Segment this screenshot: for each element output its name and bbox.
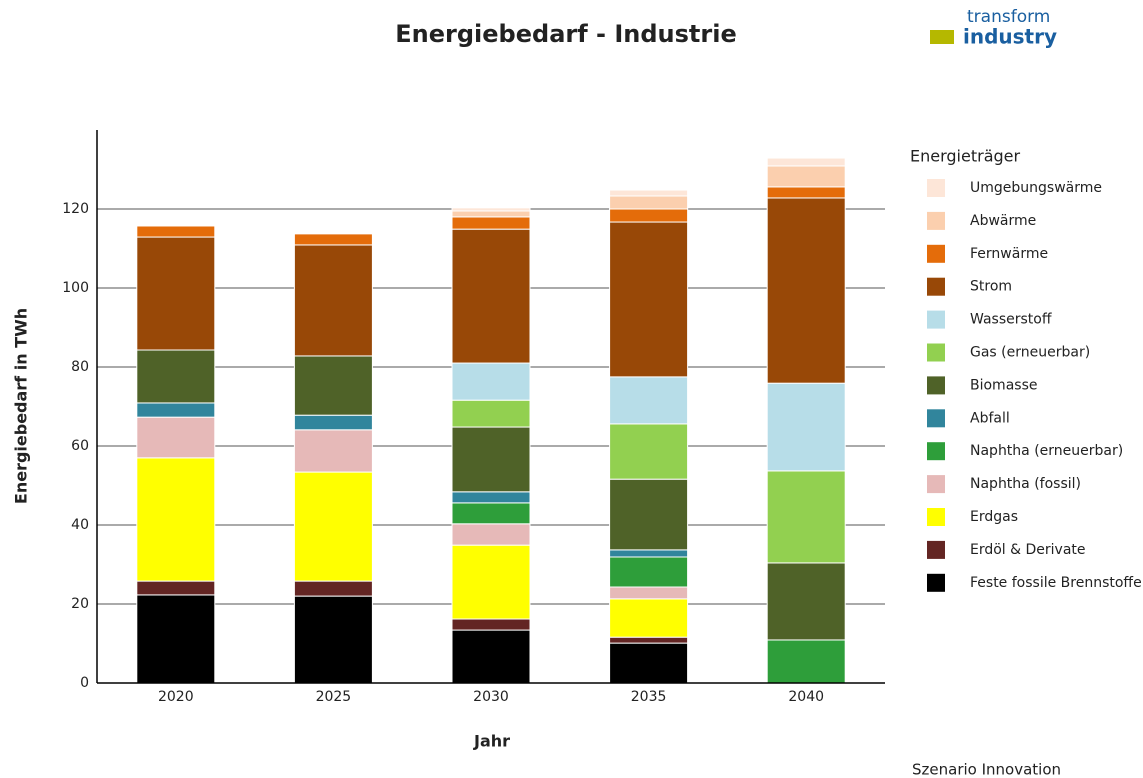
- y-tick-label: 80: [71, 359, 89, 375]
- bar-segment: [451, 362, 531, 401]
- legend-swatch: [927, 475, 945, 494]
- bar-segment: [766, 382, 846, 472]
- legend-label: Umgebungswärme: [970, 180, 1102, 196]
- bar-segment: [451, 629, 531, 684]
- legend-title: Energieträger: [910, 147, 1020, 166]
- y-tick-label: 20: [71, 596, 89, 612]
- bar-segment: [451, 216, 531, 230]
- bar-segment: [136, 594, 216, 684]
- bar-segment: [293, 471, 373, 582]
- legend-swatch: [927, 573, 945, 592]
- legend-label: Naphtha (erneuerbar): [970, 443, 1123, 459]
- bar-segment: [766, 165, 846, 188]
- x-tick-label: 2025: [316, 689, 352, 705]
- x-axis-title: Jahr: [473, 732, 510, 751]
- legend-swatch: [927, 244, 945, 263]
- legend-swatch: [927, 310, 945, 329]
- bar-segment: [293, 233, 373, 246]
- bar-segment: [136, 402, 216, 418]
- bar-segment: [766, 197, 846, 384]
- bar-segment: [766, 639, 846, 684]
- legend-swatch: [927, 211, 945, 230]
- y-tick-label: 40: [71, 517, 89, 533]
- bar-segment: [609, 208, 689, 223]
- legend-label: Erdöl & Derivate: [970, 542, 1086, 558]
- bar-segment: [451, 544, 531, 620]
- bar-segment: [293, 244, 373, 357]
- bar-segment: [293, 429, 373, 473]
- bar-segment: [609, 478, 689, 551]
- bar-segment: [451, 523, 531, 546]
- bar-segment: [609, 376, 689, 425]
- bar-segment: [136, 225, 216, 238]
- x-tick-label: 2020: [158, 689, 194, 705]
- logo-text: industry: [963, 25, 1057, 49]
- bar-segment: [293, 355, 373, 416]
- bar-segment: [451, 618, 531, 631]
- legend-swatch: [927, 277, 945, 296]
- legend-label: Abwärme: [970, 213, 1036, 229]
- bar-segment: [609, 586, 689, 600]
- bar-segment: [766, 157, 846, 167]
- bar-segment: [451, 399, 531, 428]
- legend-swatch: [927, 442, 945, 461]
- chart-title: Energiebedarf - Industrie: [395, 20, 736, 48]
- bar-segment: [451, 210, 531, 218]
- legend-label: Gas (erneuerbar): [970, 345, 1090, 361]
- legend-label: Abfall: [970, 410, 1010, 426]
- y-axis-title: Energiebedarf in TWh: [12, 308, 31, 504]
- bar-segment: [451, 426, 531, 493]
- bar-segment: [451, 207, 531, 212]
- y-tick-label: 100: [62, 280, 89, 296]
- legend-swatch: [927, 409, 945, 428]
- logo-icon: [930, 30, 954, 44]
- bar-segment: [136, 236, 216, 351]
- bar-segment: [451, 502, 531, 525]
- y-tick-label: 120: [62, 201, 89, 217]
- bar-segment: [609, 221, 689, 378]
- bar-segment: [451, 228, 531, 364]
- bar-segment: [609, 549, 689, 558]
- bar-segment: [766, 470, 846, 564]
- x-tick-label: 2035: [631, 689, 667, 705]
- bar-segment: [609, 598, 689, 638]
- bar-segment: [293, 580, 373, 597]
- bar-segment: [136, 416, 216, 459]
- legend-swatch: [927, 376, 945, 395]
- footnote: Szenario Innovation: [912, 761, 1061, 778]
- legend-swatch: [927, 508, 945, 526]
- logo-text: transform: [967, 7, 1050, 27]
- bar-segment: [293, 414, 373, 431]
- y-tick-label: 60: [71, 438, 89, 454]
- legend-label: Erdgas: [970, 509, 1018, 525]
- legend-swatch: [927, 540, 945, 559]
- bar-segment: [609, 636, 689, 644]
- bar-segment: [136, 580, 216, 596]
- legend-label: Naphtha (fossil): [970, 476, 1081, 492]
- legend-swatch: [927, 179, 945, 197]
- legend-swatch: [927, 343, 945, 362]
- bar-segment: [766, 186, 846, 199]
- bar-segment: [609, 423, 689, 480]
- bar-segment: [293, 595, 373, 684]
- bar-segment: [451, 491, 531, 504]
- x-tick-label: 2030: [473, 689, 509, 705]
- bar-segment: [609, 189, 689, 197]
- legend-label: Strom: [970, 279, 1012, 295]
- bar-segment: [609, 642, 689, 684]
- legend-label: Feste fossile Brennstoffe: [970, 575, 1142, 591]
- bar-segment: [136, 349, 216, 404]
- legend-label: Wasserstoff: [970, 312, 1052, 328]
- x-tick-label: 2040: [788, 689, 824, 705]
- bar-segment: [136, 457, 216, 582]
- y-tick-label: 0: [80, 675, 89, 691]
- bar-segment: [766, 562, 846, 641]
- legend-label: Fernwärme: [970, 246, 1048, 262]
- bar-segment: [609, 556, 689, 588]
- bar-segment: [609, 195, 689, 210]
- legend-label: Biomasse: [970, 377, 1037, 393]
